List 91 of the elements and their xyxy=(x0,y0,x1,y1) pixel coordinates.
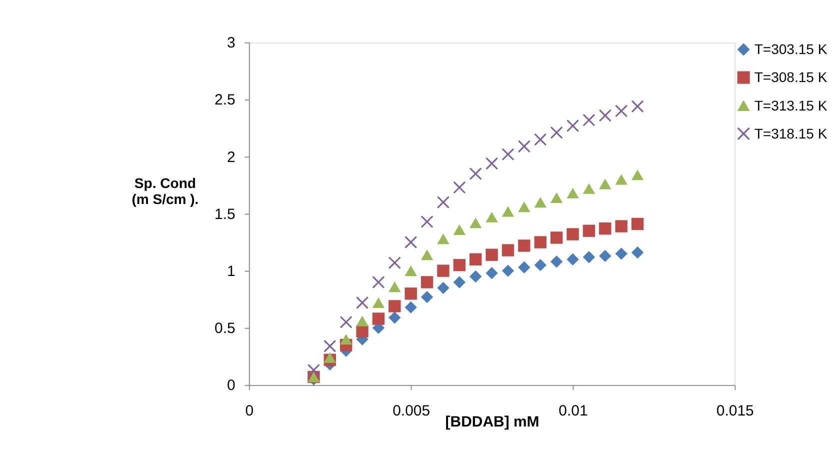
point xyxy=(534,236,546,248)
point xyxy=(550,232,563,244)
point xyxy=(404,236,417,248)
point xyxy=(566,253,579,266)
point xyxy=(372,276,385,288)
point xyxy=(388,256,401,269)
point xyxy=(404,266,417,276)
point xyxy=(356,316,368,326)
point xyxy=(420,276,434,288)
point xyxy=(582,114,596,126)
point xyxy=(470,270,482,283)
point xyxy=(582,183,596,194)
y-axis-title: Sp. Cond (m S/cm ). xyxy=(132,174,199,207)
point xyxy=(470,218,482,228)
point xyxy=(388,312,401,324)
point xyxy=(550,126,563,139)
point xyxy=(631,170,644,180)
point xyxy=(372,312,385,325)
point xyxy=(470,168,482,180)
y-tick-label: 0 xyxy=(227,377,236,394)
point xyxy=(534,133,546,146)
point xyxy=(486,248,498,261)
point xyxy=(550,192,563,204)
point xyxy=(599,222,612,235)
point xyxy=(502,244,514,256)
y-tick-label: 1 xyxy=(227,262,236,280)
point xyxy=(502,264,514,277)
point xyxy=(631,218,644,230)
point xyxy=(615,174,628,185)
point xyxy=(615,104,628,118)
point xyxy=(582,224,596,237)
x-tick-label: 0.015 xyxy=(716,402,754,420)
point xyxy=(518,202,530,212)
y-tick-label: 0.5 xyxy=(214,320,236,338)
point xyxy=(340,316,352,328)
point xyxy=(631,246,644,259)
legend-label: T=313.15 K xyxy=(754,97,828,114)
y-tick-label: 2 xyxy=(227,148,236,166)
point xyxy=(453,224,466,235)
point xyxy=(566,228,579,240)
point xyxy=(534,258,546,272)
point xyxy=(470,253,482,266)
point xyxy=(420,250,434,260)
point xyxy=(420,216,434,228)
x-tick-label: 0.005 xyxy=(392,402,430,420)
x-axis-title: [BDDAB] mM xyxy=(445,414,540,431)
point xyxy=(453,276,466,288)
point xyxy=(324,340,336,352)
point xyxy=(453,258,466,272)
point xyxy=(599,178,612,190)
point xyxy=(518,261,530,274)
point xyxy=(388,300,401,312)
point xyxy=(486,266,498,280)
x-tick-label: 0.01 xyxy=(558,402,588,420)
point xyxy=(486,157,498,170)
point xyxy=(356,296,368,309)
point xyxy=(437,234,450,244)
point xyxy=(615,220,628,232)
x-tick-label: 0 xyxy=(245,402,254,420)
point xyxy=(340,334,352,345)
point xyxy=(372,297,385,308)
point xyxy=(502,148,514,160)
legend-label: T=318.15 K xyxy=(754,125,828,142)
point xyxy=(404,301,417,314)
legend-label: T=303.15 K xyxy=(754,41,828,58)
point xyxy=(582,250,596,264)
point xyxy=(631,100,644,112)
point xyxy=(437,264,450,277)
point xyxy=(420,290,434,304)
point xyxy=(534,197,546,208)
y-tick-label: 3 xyxy=(227,34,236,52)
point xyxy=(599,250,612,262)
point xyxy=(437,196,450,208)
point xyxy=(518,240,530,252)
y-tick-label: 2.5 xyxy=(214,92,236,109)
point xyxy=(615,248,628,260)
point xyxy=(550,256,563,268)
point xyxy=(566,188,579,198)
point xyxy=(486,212,498,222)
point xyxy=(388,281,401,292)
point xyxy=(324,352,336,363)
point xyxy=(404,288,417,300)
point xyxy=(599,109,612,122)
point xyxy=(518,140,530,152)
y-tick-label: 1.5 xyxy=(214,206,236,223)
legend-label: T=308.15 K xyxy=(754,69,828,86)
point xyxy=(308,364,320,376)
point xyxy=(437,282,450,294)
point xyxy=(502,206,514,217)
point xyxy=(566,120,579,132)
point xyxy=(453,181,466,194)
